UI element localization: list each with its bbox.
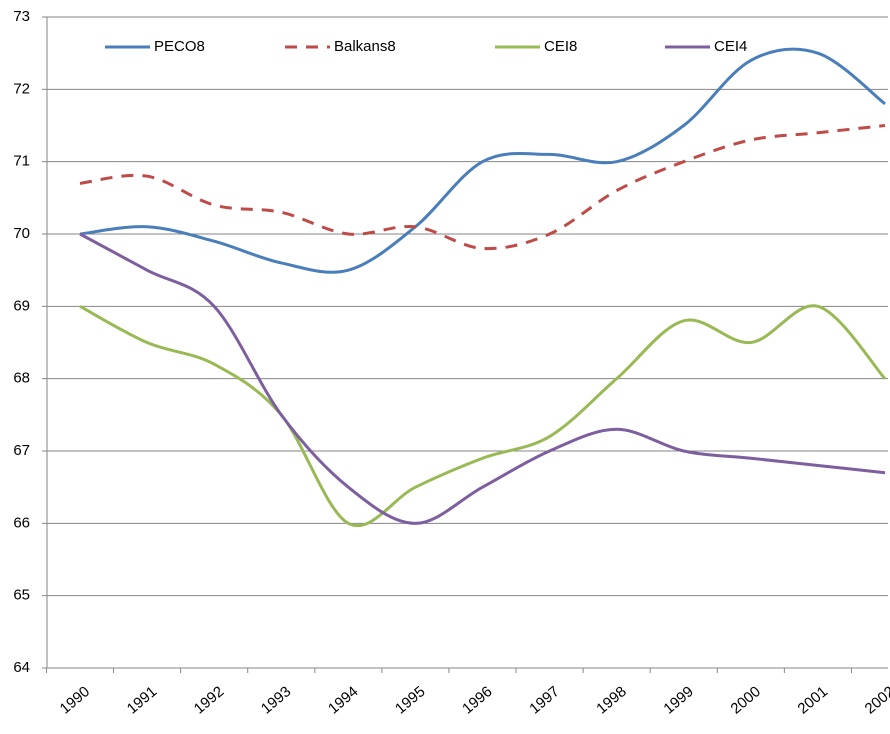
y-tick-label: 69 <box>13 297 30 314</box>
x-tick-label: 1998 <box>593 683 629 717</box>
x-tick-label: 1990 <box>57 683 93 717</box>
y-tick-label: 72 <box>13 80 30 97</box>
series-line <box>79 47 886 274</box>
y-tick-label: 64 <box>13 659 30 676</box>
x-tick-label: 2001 <box>795 683 831 717</box>
y-tick-label: 67 <box>13 442 30 459</box>
series-line <box>79 232 886 525</box>
series-line <box>79 124 886 251</box>
x-tick-label: 1996 <box>459 683 495 717</box>
x-tick-label: 1999 <box>660 683 696 717</box>
y-tick-label: 73 <box>13 8 30 25</box>
y-tick-label: 65 <box>13 587 30 604</box>
y-tick-label: 70 <box>13 225 30 242</box>
y-tick-label: 68 <box>13 370 30 387</box>
legend-label: CEI4 <box>714 38 747 55</box>
x-tick-label: 1993 <box>258 683 294 717</box>
legend-label: CEI8 <box>544 38 577 55</box>
y-tick-label: 71 <box>13 153 30 170</box>
x-tick-label: 1991 <box>124 683 160 717</box>
legend-label: PECO8 <box>154 38 205 55</box>
x-tick-label: 2002 <box>862 683 890 717</box>
x-tick-label: 1995 <box>392 683 428 717</box>
y-tick-label: 66 <box>13 514 30 531</box>
legend-label: Balkans8 <box>334 38 396 55</box>
series-line <box>79 304 887 528</box>
x-tick-label: 1997 <box>526 683 562 717</box>
x-tick-label: 2000 <box>727 683 763 717</box>
x-tick-label: 1994 <box>325 683 361 717</box>
x-tick-label: 1992 <box>191 683 227 717</box>
